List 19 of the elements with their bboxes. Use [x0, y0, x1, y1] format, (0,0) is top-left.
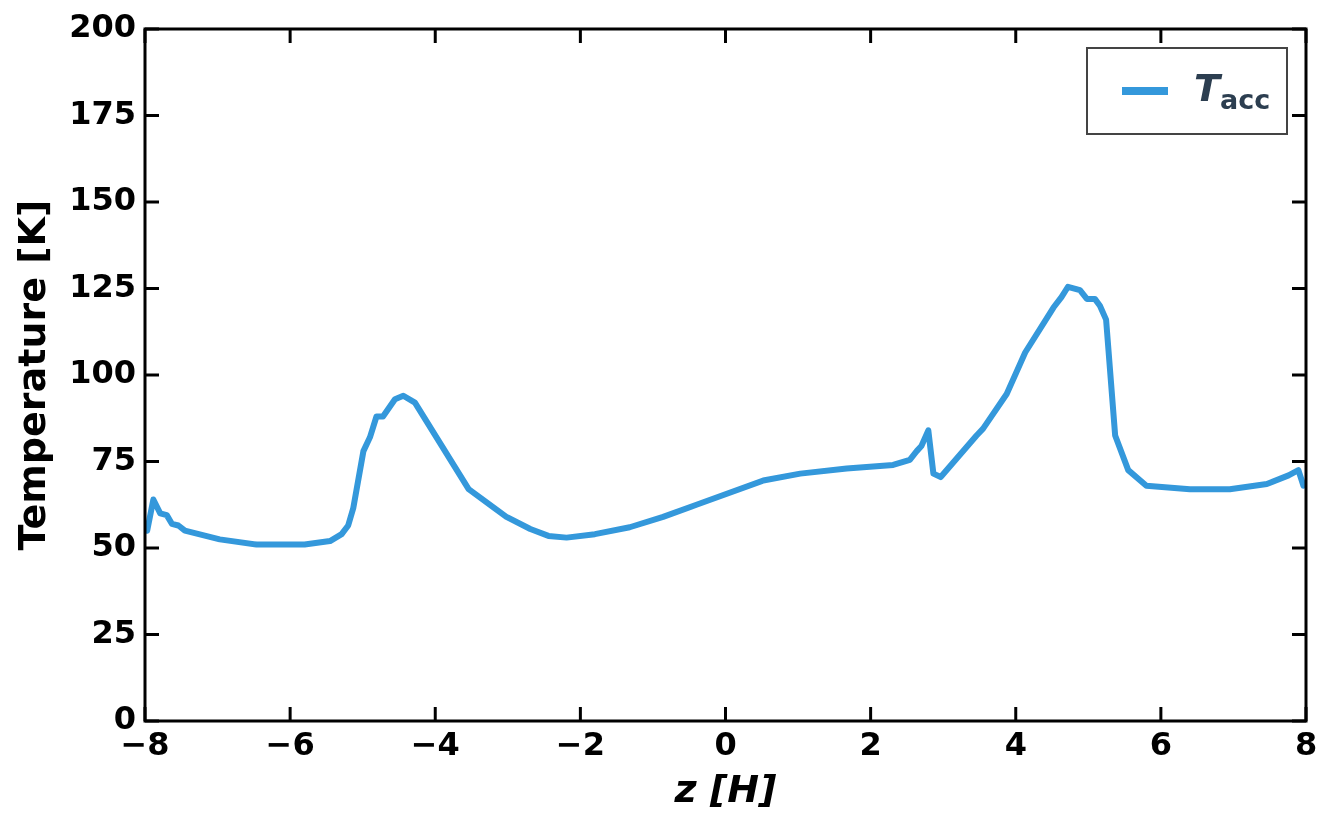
y-axis-title: Temperature [K] — [9, 199, 54, 551]
x-tick-label: −6 — [265, 724, 315, 763]
y-tick-label: 50 — [91, 526, 136, 565]
y-tick-label: 100 — [69, 353, 136, 392]
y-tick-label: 75 — [91, 439, 136, 478]
x-tick-label: 0 — [714, 724, 737, 763]
y-tick-label: 175 — [69, 93, 136, 132]
x-tick-label: −4 — [410, 724, 460, 763]
legend-label: T$_{acc}$ — [1194, 65, 1271, 116]
x-tick-label: −2 — [555, 724, 605, 763]
x-tick-label: 4 — [1004, 724, 1027, 763]
y-tick-label: 25 — [91, 612, 136, 651]
x-tick-label: 8 — [1294, 724, 1318, 763]
x-tick-label: 6 — [1149, 724, 1173, 763]
x-axis-title: z [H] — [673, 767, 778, 812]
y-tick-label: 125 — [69, 266, 136, 305]
x-tick-label: 2 — [859, 724, 882, 763]
y-tick-label: 200 — [69, 7, 136, 46]
y-tick-label: 150 — [69, 180, 136, 219]
